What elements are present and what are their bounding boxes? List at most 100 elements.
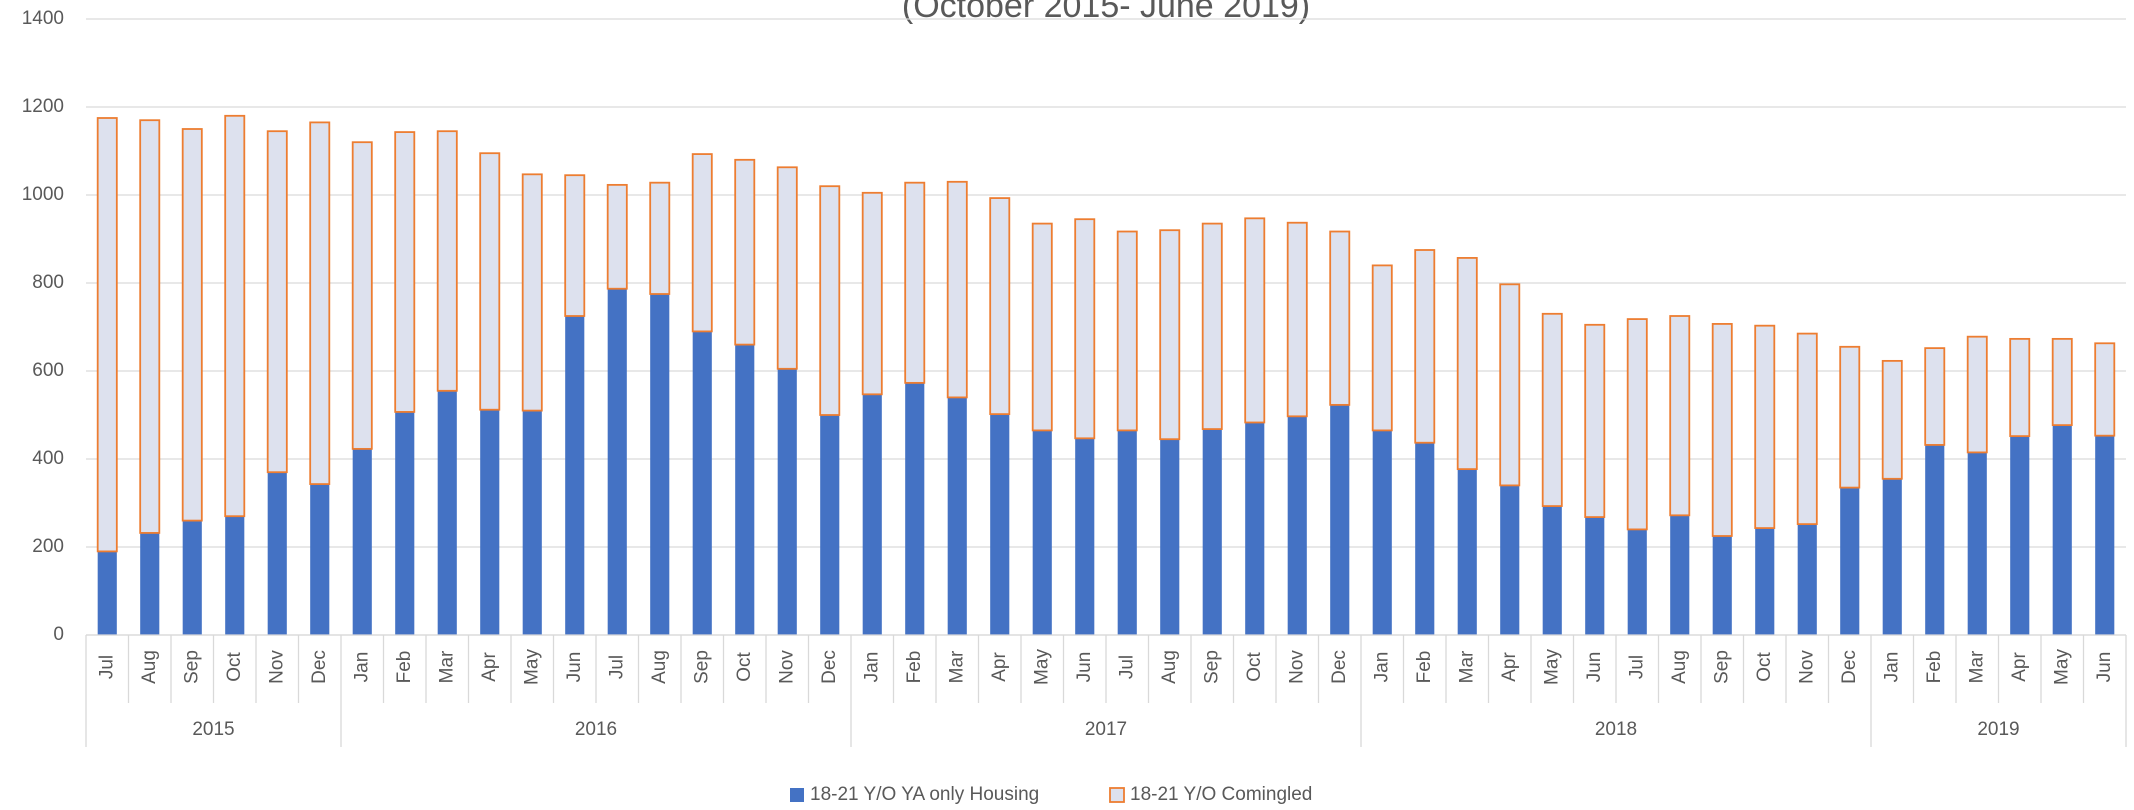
bar-segment xyxy=(1201,222,1223,430)
x-tick-label: May xyxy=(1031,649,1052,685)
bar-segment xyxy=(182,520,202,635)
bar-segment xyxy=(1499,283,1521,487)
legend-swatch xyxy=(1109,787,1125,803)
x-tick-label: Dec xyxy=(309,650,330,684)
x-tick-label: Mar xyxy=(946,650,967,683)
bar-segment xyxy=(1286,221,1308,418)
bar-segment xyxy=(692,331,712,635)
group-label: 2019 xyxy=(1977,719,2019,740)
bar-segment xyxy=(1626,318,1648,531)
x-tick-label: Jul xyxy=(1626,655,1647,679)
bar-segment xyxy=(1457,469,1477,635)
bar-segment xyxy=(905,382,925,635)
group-label: 2016 xyxy=(575,719,617,740)
bar-segment xyxy=(224,114,246,518)
bar-segment xyxy=(820,415,840,635)
bar-segment xyxy=(1075,438,1095,635)
x-tick-label: Apr xyxy=(479,652,500,682)
x-tick-label: Aug xyxy=(139,650,160,684)
x-tick-label: Apr xyxy=(2009,652,2030,682)
x-tick-label: Apr xyxy=(989,652,1010,682)
bar-segment xyxy=(437,390,457,635)
bar-segment xyxy=(181,128,203,522)
bar-segment xyxy=(479,152,501,411)
y-tick-label: 200 xyxy=(32,536,64,557)
bar-segment xyxy=(1797,524,1817,635)
bar-segment xyxy=(266,130,288,474)
x-tick-label: Mar xyxy=(1966,650,1987,683)
x-tick-label: Jul xyxy=(606,655,627,679)
x-tick-label: Jul xyxy=(96,655,117,679)
bar-segment xyxy=(947,397,967,635)
bar-segment xyxy=(1245,422,1265,635)
bar-segment xyxy=(351,141,373,450)
bar-segment xyxy=(1500,485,1520,635)
x-tick-label: Aug xyxy=(649,650,670,684)
legend-label: 18-21 Y/O YA only Housing xyxy=(810,784,1039,805)
x-tick-label: Nov xyxy=(266,650,287,684)
bar-segment xyxy=(564,174,586,317)
x-tick-label: Jan xyxy=(1371,652,1392,683)
bar-segment xyxy=(1542,506,1562,635)
bar-segment xyxy=(1372,430,1392,635)
bar-segment xyxy=(1925,444,1945,635)
bar-segment xyxy=(310,484,330,635)
y-tick-label: 1200 xyxy=(22,96,64,117)
bar-segment xyxy=(1117,430,1137,635)
bar-segment xyxy=(1202,429,1222,635)
bar-segment xyxy=(2052,425,2072,635)
x-tick-label: Aug xyxy=(1669,650,1690,684)
bar-segment xyxy=(946,180,968,399)
x-tick-label: Feb xyxy=(1924,651,1945,684)
x-tick-label: Oct xyxy=(1754,652,1775,682)
bar-segment xyxy=(819,185,841,416)
bar-segment xyxy=(1031,222,1053,432)
bar-segment xyxy=(480,409,500,635)
x-tick-label: Jan xyxy=(351,652,372,683)
x-tick-label: Jul xyxy=(1116,655,1137,679)
x-tick-label: Dec xyxy=(1329,650,1350,684)
bar-segment xyxy=(1755,528,1775,635)
group-label: 2015 xyxy=(192,719,234,740)
x-tick-label: Jun xyxy=(1584,652,1605,683)
x-tick-label: Aug xyxy=(1159,650,1180,684)
legend-swatch xyxy=(790,788,804,802)
bar-segment xyxy=(607,288,627,635)
bar-segment xyxy=(267,472,287,635)
bar-segment xyxy=(777,368,797,635)
legend-label: 18-21 Y/O Comingled xyxy=(1130,784,1312,805)
bar-segment xyxy=(1711,323,1733,537)
y-tick-label: 800 xyxy=(32,272,64,293)
bar-segment xyxy=(565,316,585,635)
bar-segment xyxy=(395,411,415,635)
bar-segment xyxy=(2009,337,2031,438)
bar-segment xyxy=(1585,517,1605,635)
bar-segment xyxy=(1371,264,1393,432)
bar-segment xyxy=(140,532,160,635)
bar-segment xyxy=(1669,315,1691,517)
x-tick-label: Dec xyxy=(819,650,840,684)
bar-segment xyxy=(862,394,882,635)
bar-segment xyxy=(990,414,1010,635)
bar-segment xyxy=(1882,478,1902,635)
bar-segment xyxy=(1541,312,1563,507)
bar-segment xyxy=(1754,324,1776,529)
bar-segment xyxy=(1159,229,1181,441)
x-tick-label: Sep xyxy=(691,650,712,684)
bar-segment xyxy=(1966,335,1988,454)
bar-segment xyxy=(1244,217,1266,424)
bar-segment xyxy=(1670,515,1690,635)
x-tick-label: Nov xyxy=(776,650,797,684)
bar-segment xyxy=(904,181,926,384)
bar-segment xyxy=(1287,416,1307,635)
bar-segment xyxy=(735,344,755,635)
bar-segment xyxy=(1414,249,1436,444)
x-tick-label: Sep xyxy=(181,650,202,684)
x-tick-label: Sep xyxy=(1711,650,1732,684)
bar-segment xyxy=(139,119,161,534)
bar-segment xyxy=(436,130,458,392)
bar-segment xyxy=(225,516,245,635)
bar-segment xyxy=(776,166,798,370)
bar-segment xyxy=(1330,404,1350,635)
